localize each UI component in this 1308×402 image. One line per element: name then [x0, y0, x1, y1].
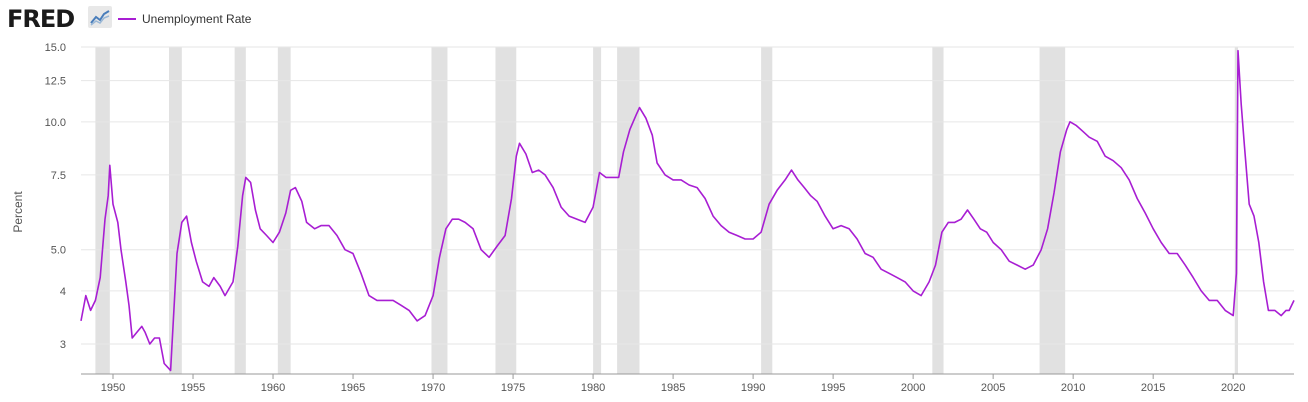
x-tick-label: 1980 — [581, 382, 605, 394]
recession-bands — [95, 47, 1238, 374]
y-tick-label: 5.0 — [51, 245, 66, 257]
recession-band — [234, 47, 246, 374]
recession-band — [95, 47, 110, 374]
y-axis-label: Percent — [11, 191, 25, 233]
y-tick-label: 7.5 — [51, 170, 66, 182]
x-tick-label: 1970 — [421, 382, 445, 394]
y-tick-label: 12.5 — [45, 76, 66, 88]
series-line-unemployment-rate[interactable] — [80, 49, 1295, 372]
legend-swatch — [118, 18, 136, 20]
x-tick-label: 1955 — [181, 382, 205, 394]
x-tick-label: 2000 — [901, 382, 925, 394]
grid-lines — [81, 46, 1294, 345]
fred-chart-mark-icon — [88, 6, 112, 28]
y-tick-label: 3 — [60, 339, 66, 351]
chart-header: FRED Unemployment Rate — [0, 0, 1308, 40]
recession-band — [169, 47, 182, 374]
legend-label: Unemployment Rate — [142, 12, 252, 26]
x-tick-label: 1950 — [101, 382, 125, 394]
x-tick-label: 1995 — [821, 382, 845, 394]
recession-band — [1039, 47, 1066, 374]
y-tick-label: 4 — [60, 286, 66, 298]
x-tick-label: 2020 — [1221, 382, 1245, 394]
x-axis: 1950 1955 1960 1965 1970 1975 1980 1985 1990 1995… — [81, 373, 1294, 394]
legend[interactable]: Unemployment Rate — [118, 10, 251, 28]
x-tick-label: 1985 — [661, 382, 685, 394]
series-layer — [80, 49, 1295, 372]
x-tick-label: 1960 — [261, 382, 285, 394]
recession-band — [277, 47, 291, 374]
x-tick-label: 1965 — [341, 382, 365, 394]
x-tick-label: 1975 — [501, 382, 525, 394]
y-tick-label: 10.0 — [45, 117, 66, 129]
x-tick-label: 2005 — [981, 382, 1005, 394]
recession-band — [593, 47, 602, 374]
x-tick-label: 2015 — [1141, 382, 1165, 394]
y-axis: 3 4 5.0 7.5 10.0 12.5 15.0 — [45, 42, 66, 351]
fred-logo[interactable]: FRED — [7, 5, 75, 33]
x-tick-label: 2010 — [1061, 382, 1085, 394]
recession-band — [617, 47, 640, 374]
recession-band — [932, 47, 944, 374]
x-tick-label: 1990 — [741, 382, 765, 394]
y-tick-label: 15.0 — [45, 42, 66, 54]
recession-band — [495, 47, 517, 374]
recession-band — [431, 47, 448, 374]
